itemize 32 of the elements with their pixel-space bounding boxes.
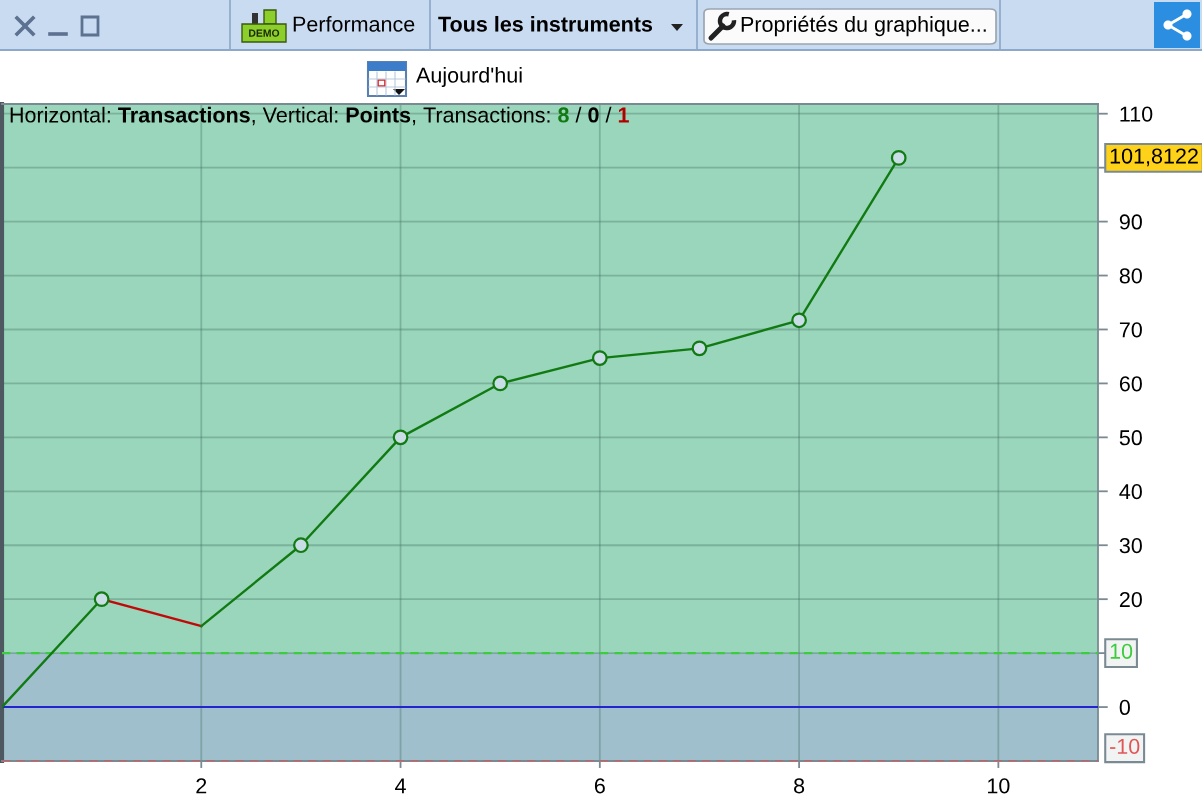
- point: [492, 375, 509, 392]
- x-tick-label: 6: [594, 778, 605, 794]
- point: [591, 350, 608, 366]
- text: Propriétés du graphique...: [741, 15, 986, 37]
- x-tick-label: 2: [196, 778, 207, 794]
- point: [791, 312, 807, 329]
- x-tick-label: 4: [395, 778, 406, 794]
- text: Tous les instruments: [438, 15, 653, 32]
- x-tick-label: 10: [988, 778, 1010, 794]
- text: Performance: [293, 15, 415, 32]
- y-tick-label: 50: [1119, 430, 1142, 446]
- point: [691, 340, 708, 357]
- point: [890, 150, 907, 166]
- y-tick-label: 70: [1119, 322, 1142, 338]
- y-tick-label: 30: [1119, 538, 1142, 554]
- point: [392, 429, 409, 446]
- y-tick-label: 110: [1120, 106, 1153, 122]
- chart-title: Horizontal: Transactions, Vertical: Points, Transactions: 8 / 0 / 1: [10, 106, 629, 126]
- point: [93, 591, 110, 608]
- y-tick-label: 40: [1119, 484, 1142, 500]
- y-tick-label: 60: [1119, 376, 1142, 392]
- y-tick-label: 80: [1119, 268, 1142, 284]
- x-tick-label: 8: [794, 778, 805, 794]
- text: 101,8122: [1110, 148, 1198, 167]
- y-tick-label: 0: [1119, 699, 1130, 716]
- y-tick-label: 90: [1119, 214, 1142, 230]
- ref-line-label: -10: [1110, 738, 1140, 754]
- ref-line-label: 10: [1110, 643, 1133, 659]
- text: DEMO: [249, 29, 280, 37]
- y-tick-label: 20: [1119, 591, 1142, 608]
- text: Aujourd'hui: [416, 66, 522, 88]
- point: [293, 537, 309, 554]
